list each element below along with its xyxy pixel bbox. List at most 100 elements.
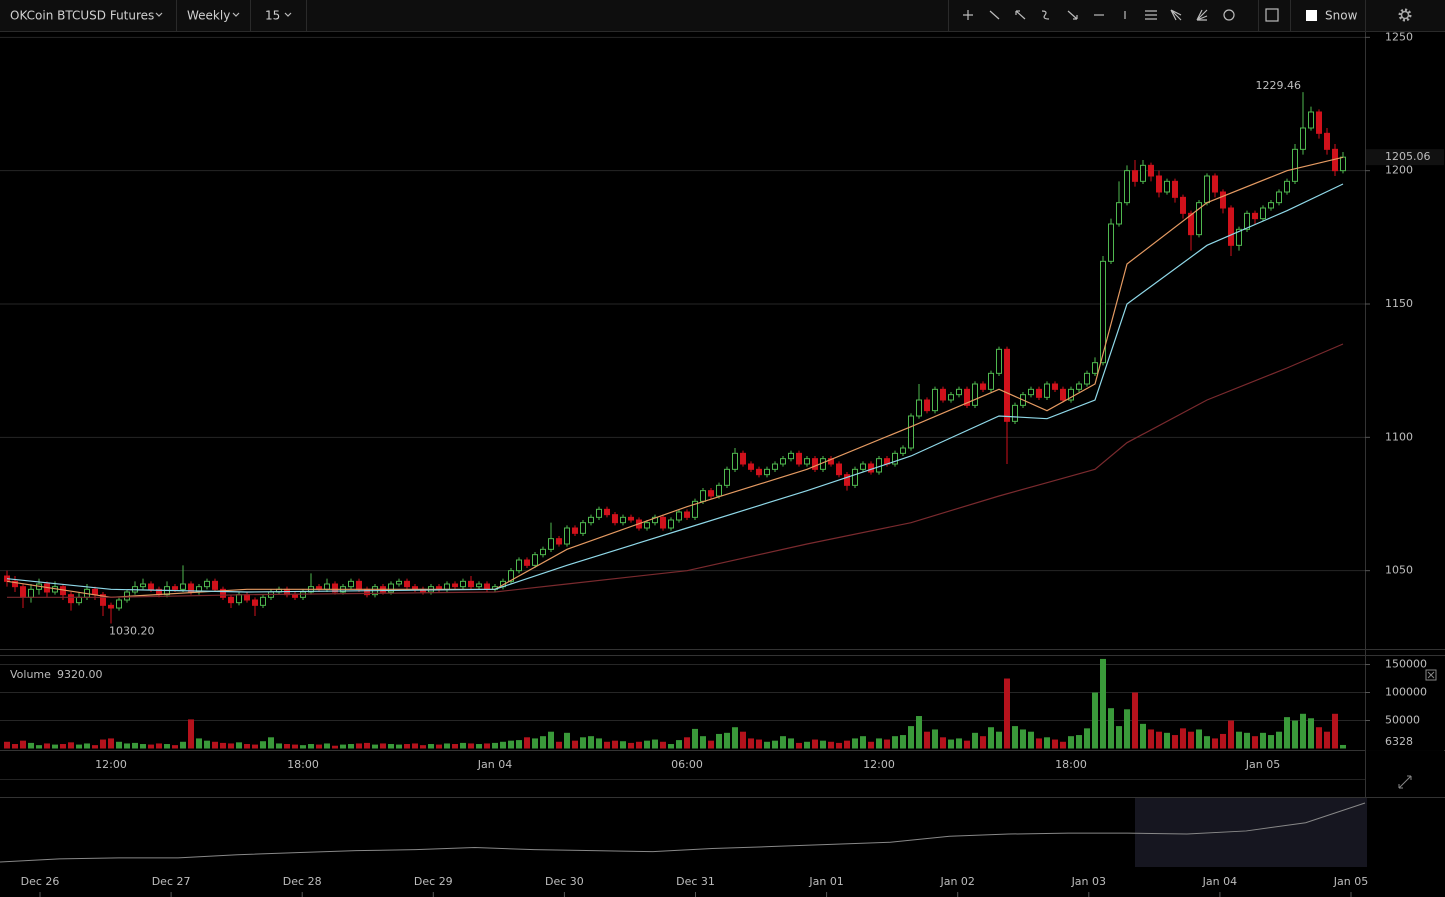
- candle-body: [860, 463, 866, 470]
- interval-selector[interactable]: 15: [265, 9, 280, 23]
- volume-bar: [148, 744, 154, 749]
- chevron: [284, 12, 292, 17]
- volume-bar: [212, 741, 218, 749]
- gann-tool[interactable]: [1196, 9, 1208, 21]
- settings-button[interactable]: [1398, 8, 1412, 22]
- fan-tool[interactable]: [1170, 9, 1182, 21]
- volume-bar: [460, 742, 466, 749]
- volume-bar: [548, 731, 554, 749]
- navigator-label: Dec 27: [152, 875, 191, 888]
- volume-bar: [380, 743, 386, 749]
- candle-body: [668, 519, 674, 529]
- volume-bar: [948, 739, 954, 749]
- volume-bar: [836, 742, 842, 749]
- ray-tool[interactable]: [1015, 10, 1026, 20]
- volume-bar: [1340, 744, 1346, 749]
- volume-bar: [636, 741, 642, 749]
- volume-bar: [124, 743, 130, 749]
- candle-body: [172, 586, 178, 590]
- candle-body: [1284, 180, 1290, 193]
- volume-bar: [396, 744, 402, 749]
- volume-bar: [572, 740, 578, 749]
- range-selector[interactable]: Weekly: [187, 9, 230, 23]
- volume-bar: [412, 743, 418, 749]
- candle-body: [1212, 175, 1218, 193]
- close-pane-button[interactable]: [1425, 669, 1437, 681]
- candle-body: [612, 514, 618, 524]
- candle-body: [1116, 202, 1122, 225]
- candle-body: [356, 580, 362, 590]
- candle-body: [1340, 156, 1346, 172]
- indicator-button[interactable]: [1265, 8, 1279, 22]
- candle-body: [796, 452, 802, 465]
- moving-average-line: [7, 343, 1344, 598]
- moving-average-line: [6, 183, 1344, 593]
- candle-body: [780, 458, 786, 465]
- volume-bar: [684, 737, 690, 749]
- candle-body: [756, 468, 762, 476]
- volume-bar: [92, 745, 98, 749]
- volume-bar: [340, 744, 346, 749]
- chevron: [232, 12, 240, 17]
- curve-tool[interactable]: [1041, 10, 1050, 20]
- volume-bar: [1204, 736, 1210, 749]
- circle-tool[interactable]: [1223, 9, 1235, 21]
- candle-body: [604, 508, 610, 516]
- candle-body: [852, 468, 858, 486]
- volume-bar: [724, 732, 730, 749]
- volume-bar: [1140, 723, 1146, 749]
- volume-bar: [1292, 720, 1298, 749]
- volume-bar: [860, 736, 866, 749]
- volume-bar: [820, 740, 826, 749]
- candle-body: [1108, 223, 1114, 262]
- volume-bar: [580, 737, 586, 749]
- symbol-selector[interactable]: OKCoin BTCUSD Futures: [10, 9, 154, 23]
- candle-body: [828, 458, 834, 465]
- candle-body: [772, 463, 778, 470]
- candle-body: [876, 458, 882, 473]
- parallel-tool[interactable]: [1145, 10, 1157, 20]
- candle-body: [1076, 383, 1082, 390]
- candle-body: [724, 468, 730, 486]
- volume-bar: [1020, 729, 1026, 749]
- candle-body: [628, 516, 634, 521]
- volume-bar: [1012, 726, 1018, 749]
- candle-body: [1204, 175, 1210, 204]
- candle-body: [348, 580, 354, 588]
- volume-bar: [492, 742, 498, 749]
- arrow-tool[interactable]: [1067, 10, 1078, 20]
- candle-body: [740, 452, 746, 465]
- candle-body: [556, 538, 562, 545]
- candle-body: [236, 594, 242, 604]
- candle-body: [508, 570, 514, 582]
- theme-label: Snow: [1325, 9, 1358, 23]
- close-icon: [1427, 671, 1435, 679]
- candle-body: [212, 580, 218, 590]
- candle-body: [1124, 170, 1130, 204]
- candle-body: [676, 511, 682, 521]
- theme-checkbox[interactable]: [1306, 10, 1317, 21]
- volume-bar: [20, 740, 26, 749]
- volume-bar: [108, 738, 114, 749]
- candle-body: [20, 586, 26, 598]
- volume-bar: [1084, 728, 1090, 749]
- crosshair-tool[interactable]: [963, 10, 973, 20]
- candle-body: [1036, 388, 1042, 398]
- volume-bar: [828, 741, 834, 749]
- volume-bar: [132, 742, 138, 749]
- volume-bar: [164, 744, 170, 749]
- volume-bar: [596, 738, 602, 749]
- candle-body: [572, 527, 578, 534]
- volume-bar: [300, 745, 306, 749]
- volume-bar: [988, 727, 994, 749]
- volume-bar: [844, 740, 850, 749]
- candle-body: [92, 588, 98, 596]
- candle-body: [1196, 202, 1202, 236]
- volume-bar: [348, 744, 354, 749]
- volume-bar: [180, 741, 186, 749]
- candle-body: [332, 583, 338, 593]
- line-tool[interactable]: [989, 10, 1000, 20]
- fullscreen-button[interactable]: [1398, 775, 1412, 789]
